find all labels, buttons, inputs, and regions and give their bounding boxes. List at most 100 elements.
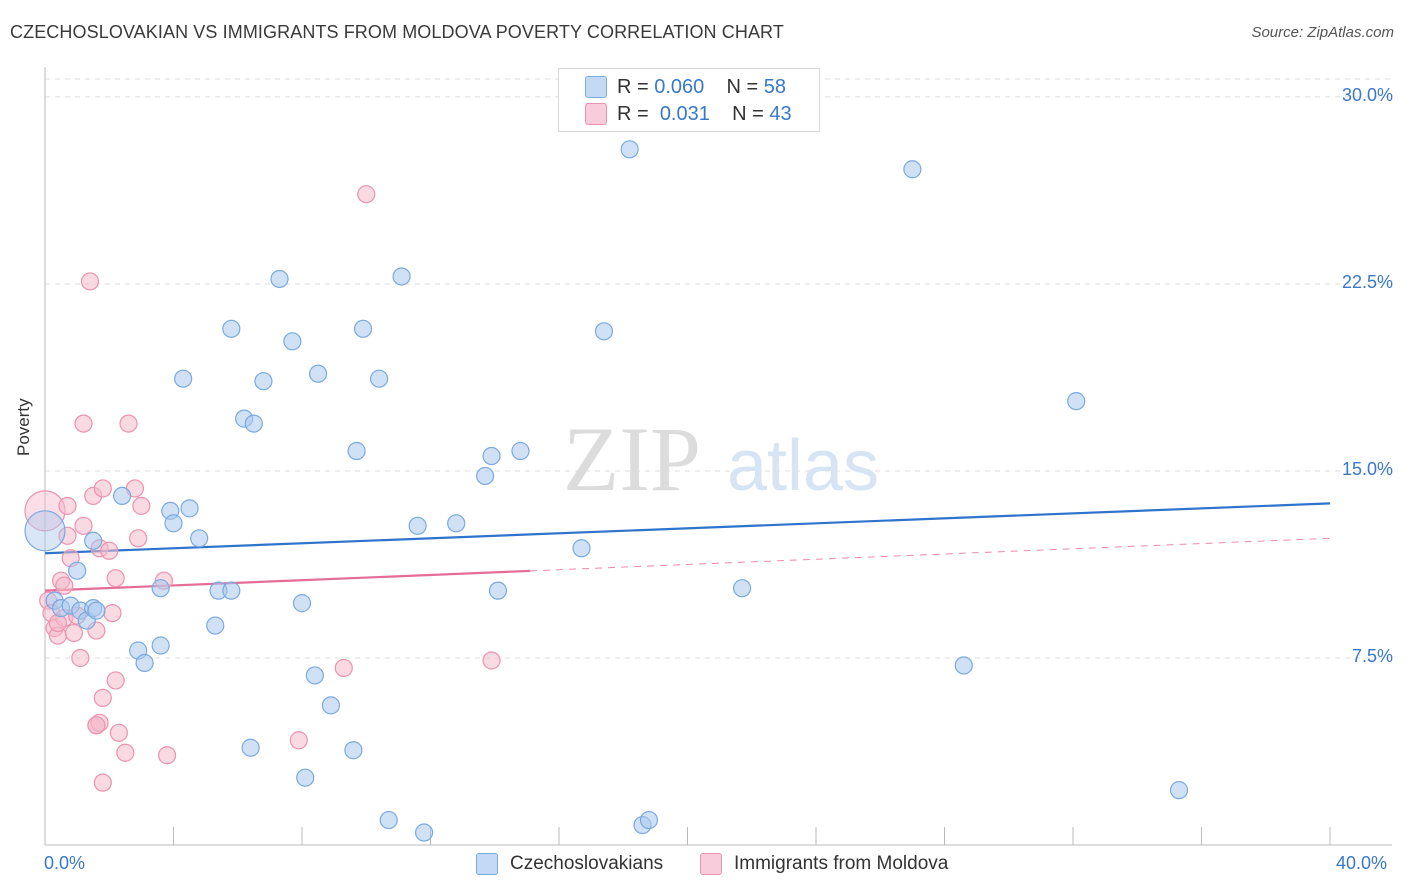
series-czechoslovakians-points (24, 140, 1189, 842)
watermark-zip: ZIP (563, 408, 701, 510)
czechoslovakians-point-18 (164, 514, 183, 533)
czechoslovakians-point-20 (84, 531, 103, 550)
czechoslovakians-point-28 (292, 594, 312, 613)
moldova-point-38 (334, 658, 353, 678)
czechoslovakians-point-26 (270, 269, 289, 289)
moldova-point-37 (289, 731, 308, 750)
czechoslovakians-point-9 (112, 486, 132, 506)
grid-lines (45, 78, 1392, 659)
axes (44, 67, 1392, 846)
czechoslovakians-point-57 (222, 581, 241, 600)
trend-line-moldova-solid (44, 569, 531, 592)
trend-line-czechoslovakians (44, 502, 1331, 555)
correlation-legend: R = 0.060 N = 58 R = 0.031 N = 43 (558, 68, 820, 132)
moldova-point-24 (93, 688, 112, 707)
moldova-point-11 (64, 623, 84, 643)
moldova-point-39 (357, 185, 376, 204)
trend-lines (44, 502, 1331, 592)
czechoslovakians-point-39 (408, 516, 427, 535)
moldova-point-30 (116, 743, 135, 762)
y-tick-label-2: 22.5% (1341, 271, 1393, 292)
x-tick-label-min: 0.0% (44, 853, 86, 873)
czechoslovakians-point-51 (733, 579, 752, 598)
moldova-point-14 (74, 516, 93, 535)
chart-title: CZECHOSLOVAKIAN VS IMMIGRANTS FROM MOLDO… (10, 22, 784, 42)
legend-swatch-pink (700, 853, 722, 875)
moldova-point-36 (157, 746, 177, 765)
legend-n-label: N = (726, 75, 764, 98)
czechoslovakians-point-30 (305, 666, 324, 685)
moldova-point-15 (80, 272, 100, 291)
y-tick-label-0: 7.5% (1351, 645, 1393, 666)
czechoslovakians-point-34 (347, 441, 366, 461)
czechoslovakians-point-12 (151, 636, 170, 655)
legend-label-moldova: Immigrants from Moldova (734, 853, 949, 874)
moldova-point-8 (58, 496, 77, 515)
moldova-point-34 (132, 496, 151, 515)
czechoslovakians-point-8 (87, 601, 106, 620)
legend-r-value: 0.060 (654, 75, 705, 98)
czechoslovakians-point-27 (283, 332, 302, 351)
moldova-point-41 (48, 613, 67, 633)
legend-label-czechoslovakians: Czechoslovakians (510, 853, 664, 874)
legend-n-value: 58 (763, 75, 787, 98)
czechoslovakians-point-17 (206, 616, 225, 635)
czechoslovakians-point-37 (379, 810, 398, 830)
czechoslovakians-point-29 (296, 768, 315, 787)
czechoslovakians-point-23 (244, 414, 263, 433)
legend-item-moldova: Immigrants from Moldova (700, 850, 948, 878)
y-tick-label-1: 15.0% (1341, 458, 1393, 479)
czechoslovakians-point-15 (190, 529, 209, 548)
x-tick-label-max: 40.0% (1336, 853, 1388, 873)
czechoslovakians-point-43 (482, 446, 501, 466)
czechoslovakians-point-25 (254, 372, 273, 391)
czechoslovakians-point-41 (447, 514, 466, 533)
moldova-point-16 (74, 414, 93, 433)
legend-r-value: 0.031 (659, 102, 710, 125)
czechoslovakians-point-48 (620, 140, 639, 159)
czechoslovakians-point-21 (222, 319, 241, 338)
moldova-point-25 (100, 541, 119, 560)
czechoslovakians-point-56 (151, 579, 170, 598)
czechoslovakians-point-50 (639, 810, 659, 830)
moldova-point-6 (55, 576, 74, 595)
watermark-atlas: atlas (727, 426, 879, 506)
watermark: ZIP atlas (563, 408, 879, 510)
legend-swatch-blue (585, 76, 607, 98)
y-axis-label: Poverty (14, 398, 33, 456)
czechoslovakians-point-0 (24, 510, 66, 552)
czechoslovakians-point-33 (353, 319, 373, 338)
legend-r-label: R = (617, 75, 655, 98)
czechoslovakians-point-47 (594, 322, 614, 341)
moldova-point-13 (71, 648, 90, 668)
moldova-point-31 (119, 414, 138, 433)
source-label: Source: ZipAtlas.com (1251, 24, 1394, 41)
moldova-point-26 (103, 603, 122, 623)
legend-n-label: N = (732, 102, 770, 125)
czechoslovakians-point-32 (321, 696, 341, 715)
czechoslovakians-point-4 (68, 561, 87, 580)
legend-n-value: 43 (769, 102, 792, 125)
czechoslovakians-point-35 (344, 741, 363, 760)
czechoslovakians-point-24 (241, 738, 260, 757)
czechoslovakians-point-54 (1067, 392, 1086, 411)
legend-r-label: R = (617, 102, 655, 125)
trend-line-moldova-dashed (530, 537, 1331, 572)
czechoslovakians-point-36 (370, 369, 389, 388)
czechoslovakians-point-11 (135, 653, 154, 673)
czechoslovakians-point-31 (308, 364, 328, 383)
czechoslovakians-point-44 (488, 581, 508, 600)
czechoslovakians-point-53 (954, 656, 973, 675)
series-moldova-points (24, 185, 501, 792)
czechoslovakians-point-46 (572, 539, 591, 558)
czechoslovakians-point-45 (511, 441, 530, 461)
y-tick-label-3: 30.0% (1341, 84, 1393, 105)
legend-item-czechoslovakians: Czechoslovakians (476, 850, 663, 878)
czechoslovakians-point-19 (180, 499, 199, 518)
czechoslovakians-point-38 (392, 267, 411, 286)
legend-swatch-pink (585, 103, 607, 125)
series-legend: Czechoslovakians Immigrants from Moldova (0, 850, 1406, 878)
moldova-point-22 (93, 479, 112, 498)
legend-swatch-blue (476, 853, 498, 875)
